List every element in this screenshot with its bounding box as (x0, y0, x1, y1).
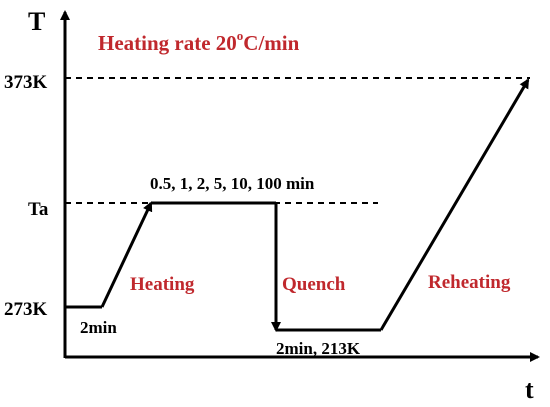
y-tick-ta: Ta (28, 199, 49, 220)
y-tick-373k: 373K (4, 72, 48, 93)
stage-label-heating: Heating (130, 274, 195, 295)
stage-label-quench: Quench (282, 274, 346, 295)
hold-low-duration-label: 2min (80, 318, 117, 337)
heating-rate-title: Heating rate 20oC/min (98, 28, 300, 55)
heating-rate-title-superscript: o (237, 28, 244, 43)
heating-ramp-arrow (100, 201, 153, 308)
reheating-ramp-arrow (379, 78, 530, 331)
heating-rate-title-prefix: Heating rate 20 (98, 31, 237, 55)
hold-quench-label: 2min, 213K (276, 339, 361, 358)
y-axis-symbol: T (28, 7, 45, 36)
y-tick-273k: 273K (4, 299, 48, 320)
heating-rate-title-suffix: C/min (243, 31, 299, 55)
x-axis-symbol: t (525, 375, 534, 404)
stage-label-reheating: Reheating (428, 272, 511, 293)
hold-ta-duration-label: 0.5, 1, 2, 5, 10, 100 min (150, 174, 315, 193)
